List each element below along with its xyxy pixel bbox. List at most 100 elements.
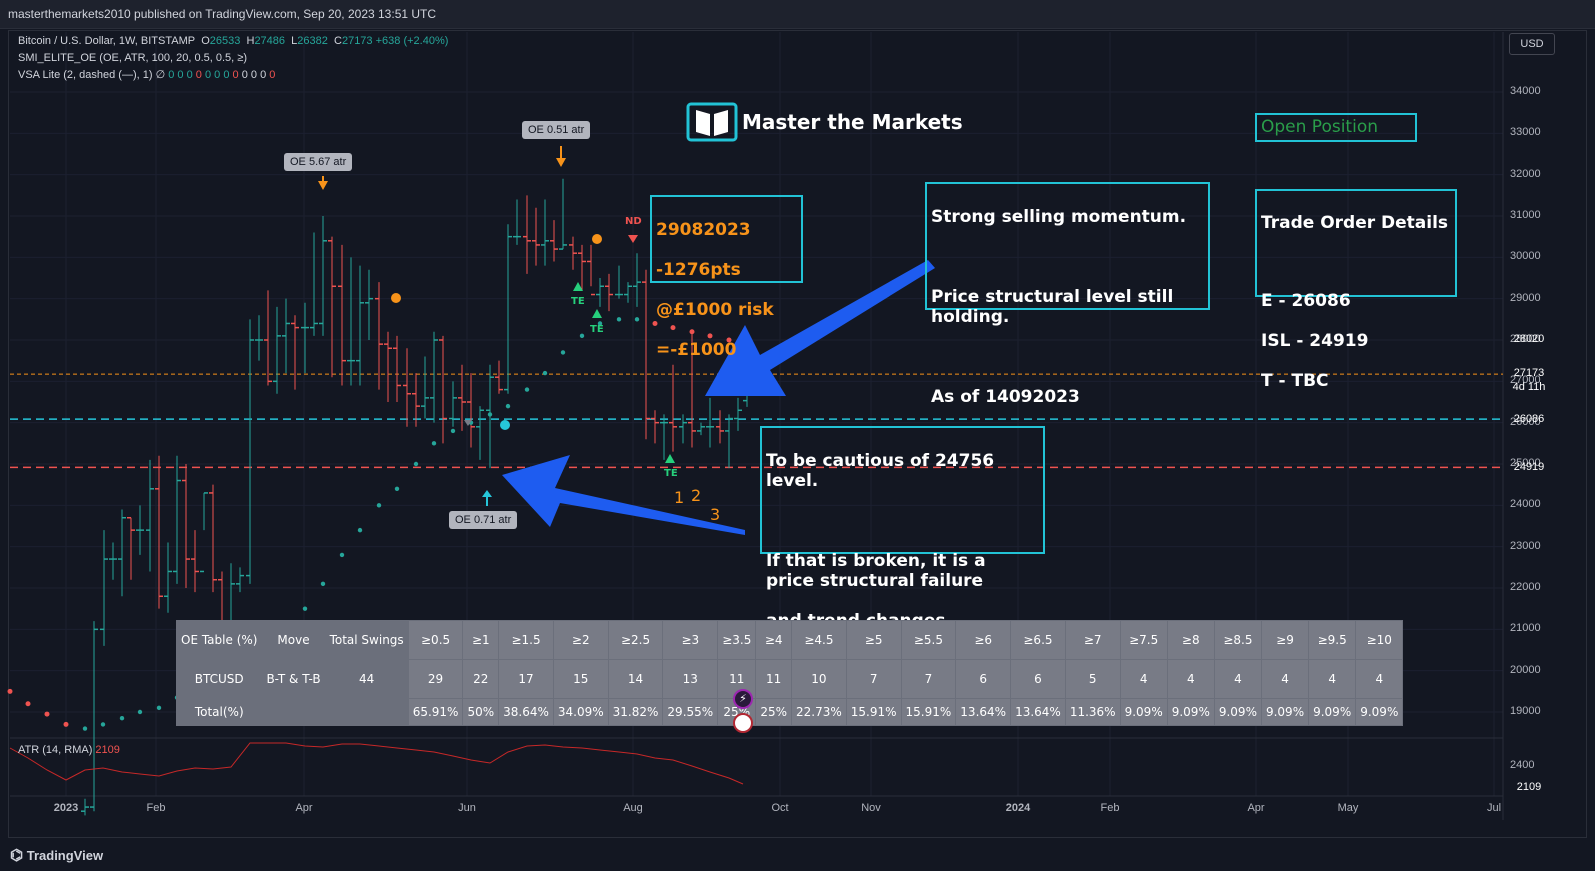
- publisher-text: masterthemarkets2010 published on Tradin…: [8, 7, 437, 21]
- vsa-value: 0: [214, 69, 224, 81]
- oe-table-cell: 17: [498, 659, 554, 699]
- oe-table-cell: 5: [1064, 659, 1121, 699]
- indicator-legend-smi[interactable]: SMI_ELITE_OE (OE, ATR, 100, 20, 0.5, 0.5…: [18, 52, 247, 64]
- entry-line: E - 26086: [1261, 291, 1351, 311]
- oe-table-cell: 29.55%: [662, 698, 719, 726]
- low-value: 26382: [297, 35, 328, 47]
- current-price: 27173: [1513, 367, 1545, 379]
- oe-table-cell: 9.09%: [1213, 698, 1262, 726]
- oe-table-cell: ≥1.5: [498, 620, 554, 660]
- trade-details-title: Trade Order Details: [1261, 213, 1449, 233]
- oe-label-5-67: OE 5.67 atr: [284, 153, 353, 171]
- te-triangle: [573, 282, 583, 291]
- comment-box-momentum: Strong selling momentum. Price structura…: [925, 182, 1210, 407]
- symbol-legend[interactable]: Bitcoin / U.S. Dollar, 1W, BITSTAMP O265…: [18, 35, 448, 47]
- annotation-arrow-top: [705, 260, 935, 396]
- atr-legend[interactable]: ATR (14, RMA) 2109: [18, 744, 120, 756]
- oe-arrow-down: [318, 181, 328, 190]
- close-label: C: [334, 35, 342, 47]
- trail-dot-green: [320, 581, 326, 587]
- result-date: 29082023: [656, 220, 751, 240]
- comment1-line3: As of 14092023: [931, 387, 1080, 407]
- oe-table-cell: 29: [407, 659, 464, 699]
- trail-dot-green: [616, 317, 622, 322]
- tradingview-logo[interactable]: ⌬ TradingView: [10, 847, 104, 864]
- trail-dot-green: [524, 387, 530, 392]
- price-axis-tick: 26000: [1510, 415, 1541, 428]
- vsa-value: 0: [241, 69, 251, 81]
- trail-dot-green: [302, 606, 308, 611]
- oe-table-header-row: OE Table (%) Move Total Swings ≥0.5 ≥1 ≥1.5 ≥2…: [175, 620, 1404, 660]
- oe-table-cell: 11.36%: [1064, 698, 1121, 726]
- time-axis-tick: Aug: [623, 802, 643, 814]
- oe-table-cell: 14: [607, 659, 664, 699]
- trail-dot-red: [726, 337, 732, 343]
- price-axis-tick: 30000: [1510, 250, 1541, 263]
- oe-table-cell: ≥5.5: [900, 620, 957, 660]
- trail-dot-red: [689, 329, 695, 335]
- master-the-markets-logo: Master the Markets: [686, 102, 963, 142]
- oe-table-cell: ≥8.5: [1213, 620, 1262, 660]
- trail-dot-green: [156, 705, 162, 711]
- oe-table-cell: 7: [900, 659, 957, 699]
- oe-table-cell: 25%: [755, 698, 792, 726]
- currency-button[interactable]: USD: [1509, 33, 1555, 55]
- oe-table-cell: ≥3.5: [717, 620, 757, 660]
- vsa-value: 0: [250, 69, 261, 81]
- trail-dot-red: [652, 320, 658, 326]
- te-triangle: [665, 454, 675, 463]
- vsa-value: 0: [168, 69, 178, 81]
- oe-table-cell: ≥7: [1064, 620, 1121, 660]
- oe-table-cell: 11: [755, 659, 792, 699]
- oe-table-cell: 22: [462, 659, 500, 699]
- oe-table-cell: 4: [1119, 659, 1168, 699]
- result-risk: @£1000 risk: [656, 300, 774, 320]
- oe-table-cell: OE Table (%): [175, 620, 263, 660]
- trail-dot-green: [339, 552, 345, 558]
- trail-dot-green: [634, 317, 640, 322]
- oe-table-cell: ≥2: [552, 620, 609, 660]
- vsa-prefix: VSA Lite (2, dashed (—), 1) ∅: [18, 69, 166, 81]
- nd-triangle: [628, 235, 638, 243]
- trail-dot-green: [413, 461, 419, 467]
- trail-dot-green: [597, 321, 603, 326]
- trail-dot-green: [560, 350, 566, 355]
- comment1-line1: Strong selling momentum.: [931, 207, 1187, 227]
- oe-table-cell: Total(%): [175, 698, 263, 726]
- price-tag-28020: 28020: [1513, 333, 1545, 345]
- oe-table-cell: 13.64%: [1010, 698, 1066, 726]
- atr-line: [9, 742, 744, 785]
- time-axis-tick: Apr: [295, 802, 313, 814]
- oe-table-cell: BTCUSD: [175, 659, 263, 699]
- comment-box-caution: To be cautious of 24756 level. If that i…: [760, 426, 1045, 631]
- oe-table-cell: 15.91%: [845, 698, 902, 726]
- vsa-value: 0: [269, 69, 276, 81]
- trade-order-details-box: Trade Order Details E - 26086 ISL - 2491…: [1255, 189, 1457, 391]
- trail-dot-green: [119, 716, 125, 721]
- low-label: L: [291, 35, 298, 47]
- trail-dot-green: [137, 709, 143, 715]
- oe-table-percent-row: Total(%) 65.91% 50% 38.64% 34.09% 31.82% 29.55…: [175, 698, 1404, 726]
- oe-table-cell: 6: [1010, 659, 1066, 699]
- time-axis-tick: Feb: [1100, 802, 1120, 814]
- price-axis-tick: 21000: [1510, 622, 1541, 635]
- swing-low-dot: [500, 420, 510, 430]
- trail-dot-red: [25, 701, 31, 707]
- trail-dot-green: [394, 486, 400, 491]
- lightning-icon[interactable]: ⚡: [733, 689, 753, 709]
- us-flag-icon[interactable]: [733, 713, 753, 733]
- trail-dot-green: [82, 726, 88, 731]
- oe-table-cell: ≥6.5: [1010, 620, 1066, 660]
- oe-table-cell: 15: [552, 659, 609, 699]
- open-value: 26533: [209, 35, 241, 47]
- price-axis-tick: 28000: [1510, 333, 1541, 345]
- indicator-legend-vsa[interactable]: VSA Lite (2, dashed (—), 1) ∅ 0 0 0 0 0 …: [18, 68, 275, 81]
- small-marker: [464, 420, 472, 426]
- nd-marker: ND: [625, 216, 642, 227]
- oe-table-cell: 34.09%: [552, 698, 609, 726]
- time-axis-tick: 2023: [53, 802, 79, 814]
- atr-tag: 2109: [1516, 781, 1542, 793]
- time-axis-tick: Apr: [1247, 802, 1265, 814]
- atr-value: 2109: [95, 744, 120, 756]
- oe-table-cell: ≥1: [462, 620, 500, 660]
